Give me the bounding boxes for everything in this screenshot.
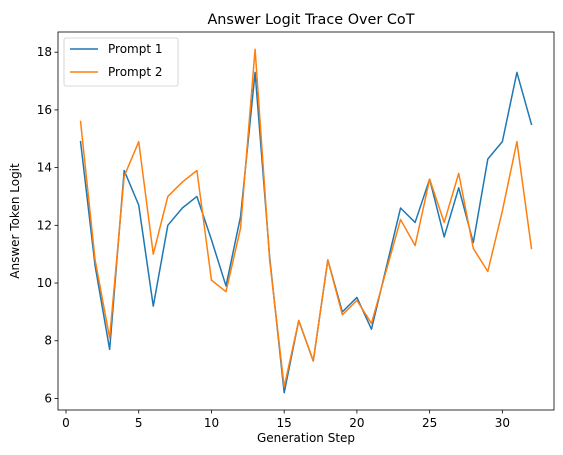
x-tick-label: 30 [495, 416, 510, 430]
series-lines [79, 48, 533, 394]
series-line-prompt-2 [79, 48, 533, 388]
y-tick-label: 10 [37, 276, 52, 290]
x-tick-label: 0 [62, 416, 70, 430]
legend-label-prompt-2: Prompt 2 [108, 65, 163, 79]
x-tick-label: 20 [349, 416, 364, 430]
legend: Prompt 1 Prompt 2 [63, 37, 179, 87]
plot-frame [57, 31, 555, 411]
y-tick-label: 16 [37, 103, 52, 117]
legend-label-prompt-1: Prompt 1 [108, 42, 163, 56]
tick-group: 0 5 10 15 20 25 30 6 8 10 12 14 16 18 [37, 45, 510, 430]
y-axis-label: Answer Token Logit [8, 163, 22, 279]
y-tick-label: 8 [44, 334, 52, 348]
x-tick-label: 15 [277, 416, 292, 430]
x-tick-label: 10 [204, 416, 219, 430]
y-tick-label: 6 [44, 391, 52, 405]
x-tick-label: 5 [135, 416, 143, 430]
chart-title: Answer Logit Trace Over CoT [207, 12, 414, 28]
y-tick-label: 14 [37, 161, 52, 175]
x-tick-label: 25 [422, 416, 437, 430]
y-tick-label: 12 [37, 218, 52, 232]
legend-box [63, 37, 179, 87]
x-axis-label: Generation Step [257, 431, 355, 445]
y-tick-label: 18 [37, 45, 52, 59]
